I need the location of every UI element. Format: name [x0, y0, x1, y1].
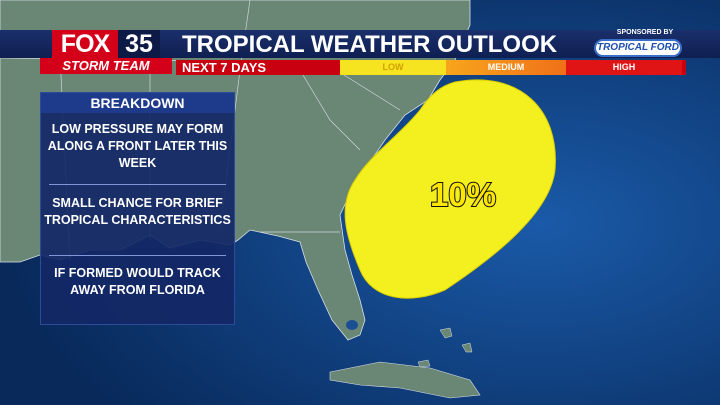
- scale-medium: MEDIUM: [446, 60, 566, 75]
- outlook-area: [344, 79, 556, 299]
- lake-okeechobee: [346, 320, 358, 330]
- breakdown-title: BREAKDOWN: [41, 93, 234, 113]
- divider: [49, 255, 226, 256]
- scale-low: LOW: [340, 60, 446, 75]
- bahamas: [417, 327, 473, 368]
- fox-logo: FOX: [52, 30, 118, 58]
- forecast-period: NEXT 7 DAYS: [182, 60, 267, 75]
- page-title: TROPICAL WEATHER OUTLOOK: [182, 31, 558, 58]
- probability-label: 10%: [429, 175, 497, 214]
- breakdown-item-2: SMALL CHANCE FOR BRIEF TROPICAL CHARACTE…: [44, 196, 231, 227]
- sponsor-logo: TROPICAL FORD: [594, 39, 682, 57]
- divider: [49, 184, 226, 185]
- cuba-landmass: [329, 361, 481, 399]
- channel-number: 35: [118, 30, 160, 58]
- sponsor-label: SPONSORED BY: [616, 29, 674, 36]
- breakdown-item-3: IF FORMED WOULD TRACK AWAY FROM FLORIDA: [54, 266, 221, 297]
- breakdown-item-1: LOW PRESSURE MAY FORM ALONG A FRONT LATE…: [47, 122, 228, 170]
- scale-high: HIGH: [566, 60, 682, 75]
- breakdown-panel: BREAKDOWN LOW PRESSURE MAY FORM ALONG A …: [40, 92, 235, 325]
- storm-team-badge: STORM TEAM: [40, 58, 172, 74]
